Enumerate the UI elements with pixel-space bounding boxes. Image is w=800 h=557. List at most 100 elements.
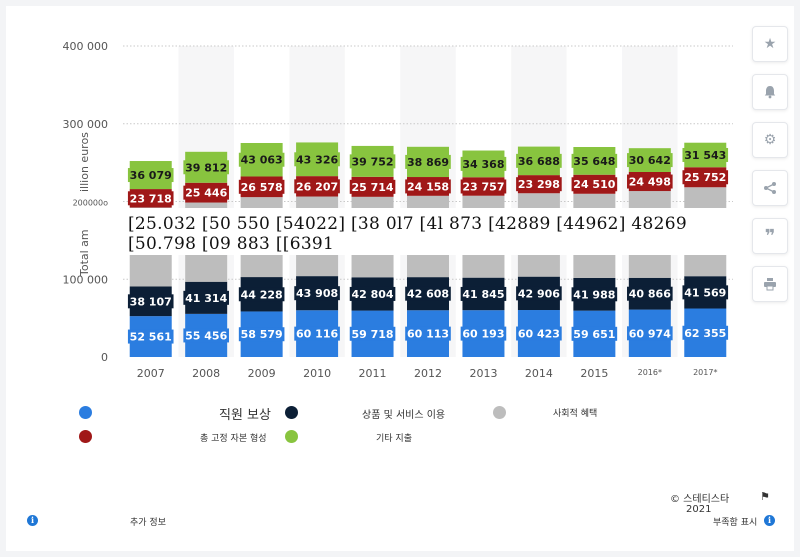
x-tick-label: 2012	[414, 367, 442, 380]
overlay-text: [25.032 [50 550 [54022] [38 0l7 [4l 873 …	[128, 214, 688, 254]
x-tick-label: 2014	[525, 367, 553, 380]
x-tick-label: 2008	[192, 367, 220, 380]
quote-icon[interactable]: ❞	[752, 218, 788, 254]
report-link[interactable]: 부족함 표시	[713, 518, 758, 528]
source-year: 2021	[686, 504, 712, 515]
data-label-bg	[516, 326, 562, 341]
data-label-bg	[238, 152, 285, 167]
data-label: 59 651	[573, 328, 615, 341]
data-label: 26 578	[241, 181, 283, 194]
data-label-bg	[238, 287, 285, 302]
flag-icon[interactable]: ⚑	[760, 490, 770, 503]
data-label-bg	[682, 325, 729, 340]
data-label-bg	[460, 179, 507, 194]
bell-icon[interactable]	[752, 74, 788, 110]
data-label: 23 718	[130, 192, 172, 205]
data-label: 24 498	[629, 176, 671, 189]
data-label-bg	[460, 326, 507, 341]
data-label: 35 648	[573, 155, 615, 168]
data-label: 42 608	[407, 288, 449, 301]
data-label: 42 804	[351, 288, 393, 301]
data-label-bg	[627, 286, 673, 301]
y-axis-label-upper: illion euros	[78, 132, 91, 192]
data-label-bg	[627, 326, 673, 341]
data-label-bg	[405, 154, 451, 169]
legend-label-fixed-capital[interactable]: 총 고정 자본 형성	[200, 434, 267, 444]
data-label-bg	[571, 287, 618, 302]
x-tick-label: 2015	[580, 367, 608, 380]
data-label: 39 752	[351, 155, 393, 168]
data-label: 36 688	[518, 155, 560, 168]
share-icon[interactable]	[752, 170, 788, 206]
gear-icon[interactable]: ⚙	[752, 122, 788, 158]
legend-label-compensation[interactable]: 직원 보상	[219, 408, 271, 423]
data-label: 52 561	[130, 331, 172, 344]
x-tick-label: 2010	[303, 367, 331, 380]
sidebar-toolbar: ★ ⚙ ❞	[752, 26, 788, 314]
data-label: 41 988	[573, 288, 615, 301]
data-label-bg	[183, 160, 229, 175]
data-label-bg	[294, 179, 340, 194]
info-icon[interactable]: i	[27, 515, 38, 526]
chart: 0 100 000 200000o 300 000 400 000 52 561 38 10…	[63, 40, 737, 380]
data-label: 43 063	[241, 154, 283, 167]
data-label: 60 423	[518, 328, 560, 341]
data-label-bg	[405, 179, 451, 194]
data-label-bg	[238, 327, 285, 342]
data-label: 34 368	[462, 158, 504, 171]
data-label: 42 906	[518, 287, 560, 300]
y-tick-label: 200000o	[73, 199, 109, 208]
data-label: 40 866	[629, 288, 671, 301]
data-label-bg	[183, 290, 229, 305]
data-label: 44 228	[241, 288, 283, 301]
data-label-bg	[127, 329, 174, 344]
star-icon[interactable]: ★	[752, 26, 788, 62]
data-label: 38 107	[130, 295, 172, 308]
data-label: 24 510	[573, 178, 615, 191]
data-label-bg	[571, 326, 618, 341]
data-label-bg	[682, 147, 729, 162]
legend-label-goods-services[interactable]: 상품 및 서비스 이용	[362, 410, 446, 421]
data-label: 59 718	[351, 328, 393, 341]
print-icon[interactable]	[752, 266, 788, 302]
data-label-bg	[627, 153, 673, 168]
more-info-link[interactable]: 추가 정보	[130, 518, 166, 528]
x-tick-label: 2011	[359, 367, 387, 380]
data-label: 43 326	[296, 153, 338, 166]
data-label-bg	[571, 177, 618, 192]
data-label-bg	[349, 286, 396, 301]
source-credit[interactable]: © 스테티스타	[670, 494, 730, 505]
data-label: 38 869	[407, 156, 449, 169]
x-tick-label: 2017*	[693, 368, 717, 377]
legend-swatch-other	[285, 430, 298, 443]
legend-label-social-benefits[interactable]: 사회적 혜택	[553, 409, 598, 419]
report-info-icon[interactable]: i	[764, 515, 775, 526]
x-tick-label: 2007	[137, 367, 165, 380]
data-label: 41 314	[185, 292, 227, 305]
data-label-bg	[516, 153, 562, 168]
y-tick-label: 0	[101, 351, 108, 364]
data-label-bg	[516, 286, 562, 301]
legend-swatch-fixed-capital	[79, 430, 92, 443]
legend-label-other[interactable]: 기타 지출	[376, 434, 412, 444]
data-label: 60 113	[407, 328, 449, 341]
data-label-bg	[294, 326, 340, 341]
data-label: 31 543	[684, 149, 726, 162]
overlay-band	[123, 208, 737, 255]
y-tick-label: 100 000	[63, 273, 109, 286]
data-label: 39 812	[185, 161, 227, 174]
data-label-bg	[238, 179, 285, 194]
data-label: 25 714	[351, 181, 393, 194]
x-tick-label: 2016*	[638, 368, 662, 377]
x-tick-label: 2013	[469, 367, 497, 380]
data-label-bg	[127, 168, 174, 183]
data-label-bg	[405, 286, 451, 301]
legend-swatch-social-benefits	[493, 406, 506, 419]
data-label: 26 207	[296, 180, 338, 193]
data-label: 36 079	[130, 169, 172, 182]
data-label-bg	[183, 328, 229, 343]
data-label-bg	[460, 286, 507, 301]
data-label-bg	[349, 179, 396, 194]
data-label: 25 446	[185, 187, 227, 200]
data-label-bg	[349, 154, 396, 169]
